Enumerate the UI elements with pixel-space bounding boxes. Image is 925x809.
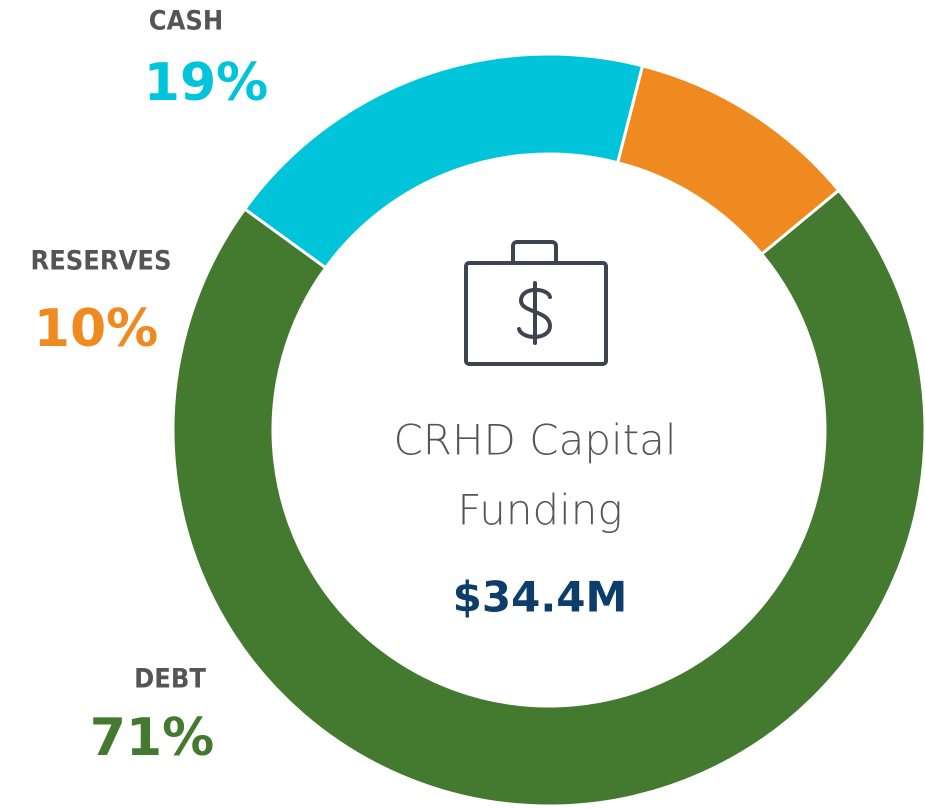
value-label: 10% <box>34 299 158 359</box>
donut-segment <box>171 188 925 808</box>
donut-segment <box>242 52 645 270</box>
center-title: CRHD Capital <box>393 416 676 465</box>
value-label: 19% <box>144 53 268 113</box>
center-value: $34.4M <box>453 573 628 622</box>
value-label: 71% <box>90 708 214 768</box>
category-label: DEBT <box>134 664 206 695</box>
category-label: CASH <box>149 6 223 37</box>
briefcase-icon <box>464 240 608 366</box>
category-label: RESERVES <box>31 246 172 277</box>
center-title: Funding <box>457 486 622 535</box>
donut-segment <box>615 63 841 257</box>
